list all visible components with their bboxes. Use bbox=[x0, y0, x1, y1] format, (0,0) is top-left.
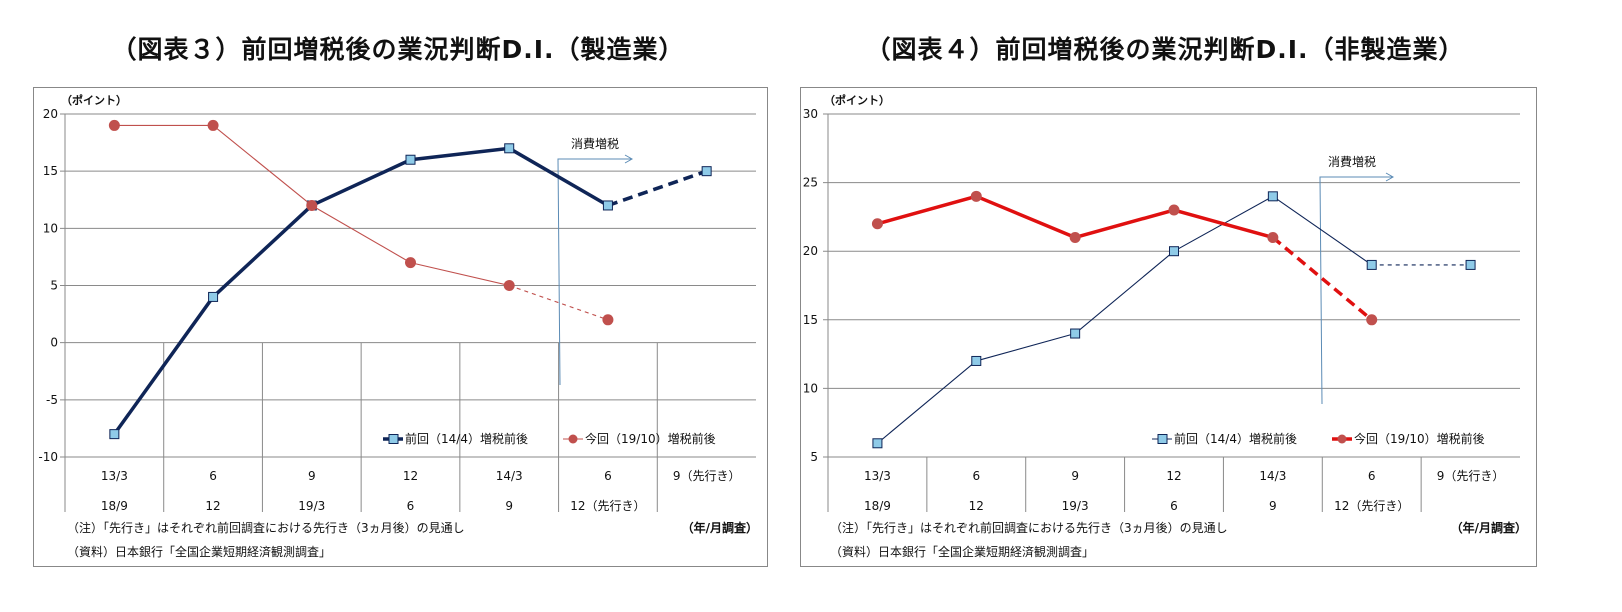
x-tick-label: 9（先行き） bbox=[673, 469, 741, 483]
y-tick-label: 15 bbox=[43, 164, 58, 178]
chart-frame-manufacturing bbox=[33, 87, 768, 567]
y-tick-label: -5 bbox=[46, 393, 58, 407]
legend-label: 今回（19/10）増税前後 bbox=[585, 431, 716, 446]
chart-title-nonmanufacturing: （図表４）前回増税後の業況判断D.I.（非製造業） bbox=[865, 35, 1465, 64]
x-tick-label: 18/9 bbox=[101, 499, 128, 513]
x-axis-label: （年/月調査） bbox=[1451, 520, 1527, 535]
series-line bbox=[112, 146, 609, 436]
x-tick-label: 13/3 bbox=[864, 469, 891, 483]
source-note: （資料）日本銀行「全国企業短期経済観測調査」 bbox=[830, 544, 1094, 559]
x-tick-label: 6 bbox=[1368, 469, 1376, 483]
x-tick-label: 14/3 bbox=[496, 469, 523, 483]
data-point-circle bbox=[970, 190, 982, 202]
data-point-square bbox=[602, 200, 613, 211]
x-tick-label: 19/3 bbox=[1062, 499, 1089, 513]
chart-title-manufacturing: （図表３）前回増税後の業況判断D.I.（製造業） bbox=[111, 35, 685, 64]
data-point-circle bbox=[1366, 314, 1378, 326]
x-tick-label: 12 bbox=[1166, 469, 1181, 483]
series-forecast-line bbox=[1271, 236, 1373, 322]
data-point-circle bbox=[1168, 204, 1180, 216]
y-tick-label: 5 bbox=[50, 279, 58, 293]
data-point-square bbox=[1267, 191, 1278, 202]
series-forecast-line bbox=[509, 284, 609, 321]
data-point-square bbox=[701, 166, 712, 177]
x-tick-label: 6 bbox=[1170, 499, 1178, 513]
x-tick-label: 19/3 bbox=[298, 499, 325, 513]
x-tick-label: 9 bbox=[505, 499, 513, 513]
legend-label: 前回（14/4）増税前後 bbox=[1174, 431, 1297, 446]
data-point-circle bbox=[871, 218, 883, 230]
series-line bbox=[876, 194, 1274, 240]
tax-increase-marker-line bbox=[1319, 176, 1393, 405]
data-point-square bbox=[872, 438, 883, 449]
data-point-square bbox=[405, 154, 416, 165]
source-note: （資料）日本銀行「全国企業短期経済観測調査」 bbox=[67, 544, 331, 559]
x-tick-label: 6 bbox=[972, 469, 980, 483]
data-point-square bbox=[971, 355, 982, 366]
tax-increase-annotation: 消費増税 bbox=[1328, 154, 1376, 169]
x-tick-label: 14/3 bbox=[1259, 469, 1286, 483]
x-tick-label: 12 bbox=[205, 499, 220, 513]
data-point-circle bbox=[1267, 231, 1279, 243]
x-tick-label: 9 bbox=[1071, 469, 1079, 483]
data-point-square bbox=[504, 143, 515, 154]
legend-marker-circle bbox=[568, 434, 578, 444]
data-point-square bbox=[1465, 259, 1476, 270]
chart-frame-nonmanufacturing bbox=[800, 87, 1537, 567]
x-tick-label: 6 bbox=[604, 469, 612, 483]
legend-marker-square bbox=[1157, 434, 1168, 444]
data-point-circle bbox=[405, 257, 416, 269]
data-point-circle bbox=[1069, 231, 1081, 243]
data-point-circle bbox=[503, 280, 515, 291]
legend-label: 今回（19/10）増税前後 bbox=[1354, 431, 1485, 446]
x-tick-label: 9 bbox=[1269, 499, 1277, 513]
y-tick-label: 10 bbox=[803, 381, 818, 395]
y-tick-label: 25 bbox=[803, 176, 818, 190]
y-tick-label: 10 bbox=[43, 221, 58, 235]
y-tick-label: 0 bbox=[50, 336, 58, 350]
data-point-square bbox=[1366, 259, 1377, 270]
data-point-circle bbox=[207, 119, 219, 131]
data-point-circle bbox=[306, 199, 318, 211]
x-tick-label: 12（先行き） bbox=[1334, 499, 1409, 513]
y-tick-label: 5 bbox=[810, 450, 818, 464]
x-tick-label: 9（先行き） bbox=[1437, 469, 1505, 483]
series-forecast-line bbox=[607, 169, 708, 208]
y-tick-label: 30 bbox=[803, 107, 818, 121]
x-tick-label: 12（先行き） bbox=[570, 499, 645, 513]
arrow-right-icon bbox=[624, 154, 634, 164]
unit-label: （ポイント） bbox=[824, 93, 890, 107]
tax-increase-marker-line bbox=[557, 158, 632, 386]
y-tick-label: 20 bbox=[803, 244, 818, 258]
legend-label: 前回（14/4）増税前後 bbox=[405, 431, 528, 446]
data-point-circle bbox=[108, 119, 120, 131]
x-tick-label: 12 bbox=[403, 469, 418, 483]
x-tick-label: 13/3 bbox=[101, 469, 128, 483]
data-point-square bbox=[1070, 328, 1081, 339]
unit-label: （ポイント） bbox=[61, 93, 127, 107]
x-tick-label: 12 bbox=[969, 499, 984, 513]
x-tick-label: 6 bbox=[407, 499, 415, 513]
data-point-square bbox=[109, 429, 120, 440]
series-line bbox=[877, 195, 1373, 444]
footnote: （注）「先行き」はそれぞれ前回調査における先行き（3ヵ月後）の見通し bbox=[67, 520, 465, 535]
footnote: （注）「先行き」はそれぞれ前回調査における先行き（3ヵ月後）の見通し bbox=[830, 520, 1228, 535]
data-point-square bbox=[1169, 246, 1179, 257]
legend-marker-square bbox=[388, 434, 399, 444]
x-tick-label: 6 bbox=[209, 469, 217, 483]
x-axis-label: （年/月調査） bbox=[682, 520, 758, 535]
y-tick-label: 15 bbox=[803, 313, 818, 327]
x-tick-label: 18/9 bbox=[864, 499, 891, 513]
x-tick-label: 9 bbox=[308, 469, 316, 483]
y-tick-label: 20 bbox=[43, 107, 58, 121]
data-point-circle bbox=[602, 314, 614, 326]
arrow-right-icon bbox=[1385, 172, 1395, 182]
legend-marker-circle bbox=[1337, 434, 1347, 444]
y-tick-label: -10 bbox=[38, 450, 58, 464]
data-point-square bbox=[208, 291, 219, 302]
tax-increase-annotation: 消費増税 bbox=[571, 136, 619, 151]
